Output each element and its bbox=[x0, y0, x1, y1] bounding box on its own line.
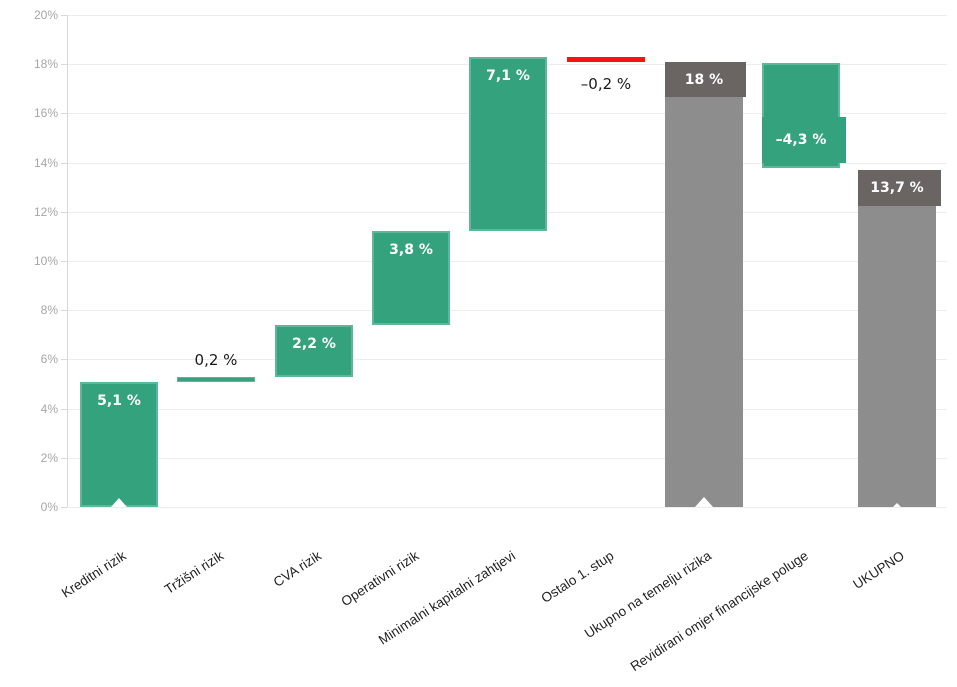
x-axis-label: Revidirani omjer financijske poluge bbox=[628, 548, 812, 675]
x-axis-label: UKUPNO bbox=[850, 548, 908, 593]
total-bar-cap bbox=[858, 169, 941, 206]
bar-notch bbox=[893, 503, 901, 507]
gridline bbox=[67, 15, 947, 16]
bar-segment bbox=[275, 324, 353, 377]
bar-notch bbox=[695, 497, 713, 507]
y-axis-label: 16% bbox=[33, 106, 58, 121]
label-callout bbox=[762, 117, 846, 164]
negative-connector-line bbox=[567, 56, 645, 62]
bar-segment bbox=[80, 381, 158, 507]
tick-mark bbox=[61, 64, 67, 66]
tick-mark bbox=[61, 15, 67, 16]
y-axis-label: 10% bbox=[33, 254, 58, 268]
gridline bbox=[67, 507, 947, 508]
tick-mark bbox=[61, 507, 67, 508]
x-axis-label: Operativni rizik bbox=[338, 548, 422, 610]
tick-mark bbox=[61, 261, 67, 262]
y-axis-label: 12% bbox=[33, 204, 58, 219]
tick-mark bbox=[61, 162, 67, 164]
bar-value-label: 18 % bbox=[684, 71, 724, 88]
bar-value-label: 7,1 % bbox=[486, 67, 530, 84]
x-axis-label: Kreditni rizik bbox=[59, 548, 130, 601]
gridline bbox=[67, 359, 947, 361]
bar-segment bbox=[858, 169, 936, 507]
x-axis-label: CVA rizik bbox=[270, 548, 325, 590]
y-axis-label: 20% bbox=[33, 8, 58, 22]
y-axis-label: 8% bbox=[40, 303, 58, 318]
tick-mark bbox=[61, 310, 67, 312]
y-axis-label: 6% bbox=[40, 352, 58, 367]
y-axis-label: 2% bbox=[40, 450, 58, 465]
tick-mark bbox=[61, 408, 67, 410]
y-axis-line bbox=[67, 15, 68, 507]
tick-mark bbox=[61, 113, 67, 115]
bar-segment bbox=[469, 56, 547, 232]
total-bar-cap bbox=[665, 61, 746, 98]
y-axis-label: 4% bbox=[40, 401, 58, 416]
bar-value-label: –4,3 % bbox=[775, 132, 827, 149]
bar-segment bbox=[177, 376, 255, 382]
bar-value-label: 2,2 % bbox=[292, 335, 336, 352]
x-axis-label: Tržišni rizik bbox=[161, 548, 227, 598]
bar-value-label: –0,2 % bbox=[580, 74, 632, 93]
bar-value-label: 13,7 % bbox=[870, 179, 924, 196]
gridline bbox=[67, 408, 947, 410]
y-axis-label: 14% bbox=[33, 155, 58, 170]
bar-value-label: 0,2 % bbox=[194, 350, 238, 369]
bar-value-label: 5,1 % bbox=[97, 392, 141, 409]
bar-segment bbox=[372, 231, 450, 325]
x-axis-label: Ostalo 1. stup bbox=[538, 548, 617, 606]
bar-notch bbox=[111, 498, 127, 507]
bar-segment bbox=[665, 61, 743, 507]
y-axis-label: 18% bbox=[33, 57, 58, 72]
bar-value-label: 3,8 % bbox=[389, 242, 433, 259]
tick-mark bbox=[61, 457, 67, 459]
gridline bbox=[67, 261, 947, 262]
y-axis-label: 0% bbox=[40, 500, 58, 514]
tick-mark bbox=[61, 359, 67, 361]
gridline bbox=[67, 457, 947, 459]
tick-mark bbox=[61, 211, 67, 213]
gridline bbox=[67, 310, 947, 312]
